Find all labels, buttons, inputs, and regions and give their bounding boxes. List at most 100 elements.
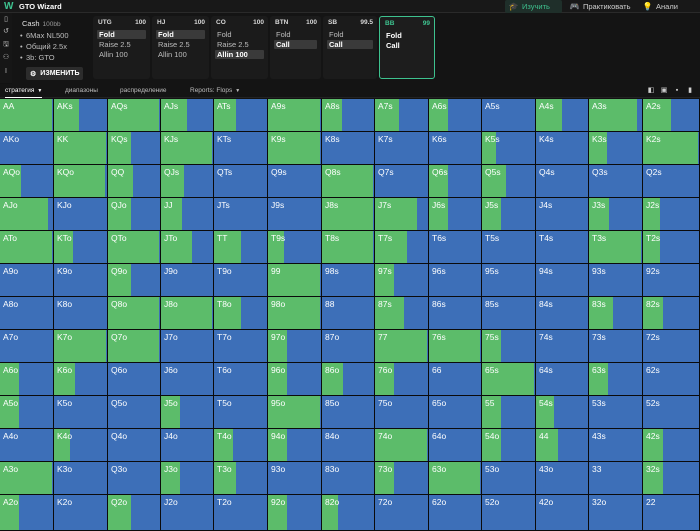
hand-cell-k2o[interactable]: K2o [54, 495, 108, 531]
hand-cell-kto[interactable]: KTo [54, 231, 108, 264]
hand-cell-94o[interactable]: 94o [268, 429, 322, 462]
hand-cell-t9s[interactable]: T9s [268, 231, 322, 264]
hand-cell-95s[interactable]: 95s [482, 264, 536, 297]
hand-cell-kts[interactable]: KTs [214, 132, 268, 165]
hand-cell-t4o[interactable]: T4o [214, 429, 268, 462]
hand-cell-q3s[interactable]: Q3s [589, 165, 643, 198]
hand-cell-j4s[interactable]: J4s [536, 198, 589, 231]
hand-cell-k3o[interactable]: K3o [54, 462, 108, 495]
hand-cell-t8o[interactable]: T8o [214, 297, 268, 330]
hand-cell-62s[interactable]: 62s [643, 363, 700, 396]
hand-cell-k2s[interactable]: K2s [643, 132, 700, 165]
hand-cell-t6s[interactable]: T6s [429, 231, 482, 264]
hand-cell-k5s[interactable]: K5s [482, 132, 536, 165]
hand-cell-t5s[interactable]: T5s [482, 231, 536, 264]
hand-cell-22[interactable]: 22 [643, 495, 700, 531]
nav-learn[interactable]: 🎓 Изучить [505, 0, 562, 13]
hand-cell-k7o[interactable]: K7o [54, 330, 108, 363]
hand-cell-32o[interactable]: 32o [589, 495, 643, 531]
text-cursor-icon[interactable]: I [5, 68, 7, 75]
action-option[interactable]: Allin 100 [99, 50, 128, 59]
position-card-bb[interactable]: BB 99 Fold Call [379, 16, 435, 79]
hand-cell-43o[interactable]: 43o [536, 462, 589, 495]
hand-cell-72o[interactable]: 72o [375, 495, 429, 531]
hand-cell-aqs[interactable]: AQs [108, 99, 161, 132]
action-option[interactable]: Fold [329, 30, 344, 39]
position-card-hj[interactable]: HJ 100 Fold Raise 2.5 Allin 100 [152, 16, 209, 79]
hand-cell-t7o[interactable]: T7o [214, 330, 268, 363]
hand-cell-87s[interactable]: 87s [375, 297, 429, 330]
hand-cell-42s[interactable]: 42s [643, 429, 700, 462]
hand-cell-a5s[interactable]: A5s [482, 99, 536, 132]
bookmark-icon[interactable]: ▯ [4, 16, 8, 23]
hand-cell-k4o[interactable]: K4o [54, 429, 108, 462]
hand-cell-76o[interactable]: 76o [375, 363, 429, 396]
hand-cell-q9s[interactable]: Q9s [268, 165, 322, 198]
action-option[interactable]: Fold [276, 30, 291, 39]
hand-cell-j2s[interactable]: J2s [643, 198, 700, 231]
hand-cell-a7s[interactable]: A7s [375, 99, 429, 132]
hand-cell-a4o[interactable]: A4o [0, 429, 54, 462]
position-card-btn[interactable]: BTN 100 Fold Call [270, 16, 321, 79]
hand-cell-t2s[interactable]: T2s [643, 231, 700, 264]
position-card-co[interactable]: CO 100 Fold Raise 2.5 Allin 100 [211, 16, 268, 79]
hand-cell-kk[interactable]: KK [54, 132, 108, 165]
hand-cell-95o[interactable]: 95o [268, 396, 322, 429]
action-option[interactable]: Call [274, 40, 317, 49]
hand-cell-j8s[interactable]: J8s [322, 198, 375, 231]
hand-cell-j6o[interactable]: J6o [161, 363, 214, 396]
hand-cell-q2s[interactable]: Q2s [643, 165, 700, 198]
action-option[interactable]: Fold [97, 30, 146, 39]
hand-cell-qts[interactable]: QTs [214, 165, 268, 198]
users-icon[interactable]: ⚇ [2, 54, 10, 61]
layout-single-icon[interactable]: ◧ [647, 87, 655, 94]
position-card-utg[interactable]: UTG 100 Fold Raise 2.5 Allin 100 [93, 16, 150, 79]
hand-cell-k7s[interactable]: K7s [375, 132, 429, 165]
hand-cell-98s[interactable]: 98s [322, 264, 375, 297]
hand-cell-k8o[interactable]: K8o [54, 297, 108, 330]
hand-cell-33[interactable]: 33 [589, 462, 643, 495]
hand-cell-t6o[interactable]: T6o [214, 363, 268, 396]
tab-strategy[interactable]: стратегия ▼ [5, 87, 43, 98]
hand-cell-t3o[interactable]: T3o [214, 462, 268, 495]
hand-cell-ajs[interactable]: AJs [161, 99, 214, 132]
hand-cell-73o[interactable]: 73o [375, 462, 429, 495]
tab-distribution[interactable]: распределение [120, 87, 167, 94]
hand-cell-77[interactable]: 77 [375, 330, 429, 363]
hand-cell-j4o[interactable]: J4o [161, 429, 214, 462]
hand-cell-ajo[interactable]: AJo [0, 198, 54, 231]
hand-cell-ako[interactable]: AKo [0, 132, 54, 165]
hand-cell-54s[interactable]: 54s [536, 396, 589, 429]
hand-cell-q7o[interactable]: Q7o [108, 330, 161, 363]
hand-cell-73s[interactable]: 73s [589, 330, 643, 363]
hand-cell-j7o[interactable]: J7o [161, 330, 214, 363]
hand-cell-85s[interactable]: 85s [482, 297, 536, 330]
hand-cell-aqo[interactable]: AQo [0, 165, 54, 198]
hand-cell-92s[interactable]: 92s [643, 264, 700, 297]
hand-cell-82o[interactable]: 82o [322, 495, 375, 531]
hand-cell-k9o[interactable]: K9o [54, 264, 108, 297]
action-option[interactable]: Raise 2.5 [217, 40, 249, 49]
change-button[interactable]: ⚙ ИЗМЕНИТЬ [26, 67, 83, 80]
layout-grid-icon[interactable]: ▪ [675, 87, 679, 94]
layout-split-icon[interactable]: ▣ [660, 87, 668, 94]
hand-cell-88[interactable]: 88 [322, 297, 375, 330]
save-icon[interactable]: 🖫 [3, 41, 9, 48]
hand-cell-84s[interactable]: 84s [536, 297, 589, 330]
hand-cell-qq[interactable]: QQ [108, 165, 161, 198]
hand-cell-j9o[interactable]: J9o [161, 264, 214, 297]
hand-cell-k8s[interactable]: K8s [322, 132, 375, 165]
hand-cell-a8o[interactable]: A8o [0, 297, 54, 330]
hand-cell-kqo[interactable]: KQo [54, 165, 108, 198]
hand-cell-q2o[interactable]: Q2o [108, 495, 161, 531]
hand-cell-92o[interactable]: 92o [268, 495, 322, 531]
hand-cell-j3s[interactable]: J3s [589, 198, 643, 231]
hand-cell-k9s[interactable]: K9s [268, 132, 322, 165]
hand-cell-a9o[interactable]: A9o [0, 264, 54, 297]
hand-cell-jto[interactable]: JTo [161, 231, 214, 264]
hand-cell-55[interactable]: 55 [482, 396, 536, 429]
hand-cell-93o[interactable]: 93o [268, 462, 322, 495]
hand-cell-52s[interactable]: 52s [643, 396, 700, 429]
action-option[interactable]: Call [386, 41, 400, 50]
hand-cell-k6o[interactable]: K6o [54, 363, 108, 396]
